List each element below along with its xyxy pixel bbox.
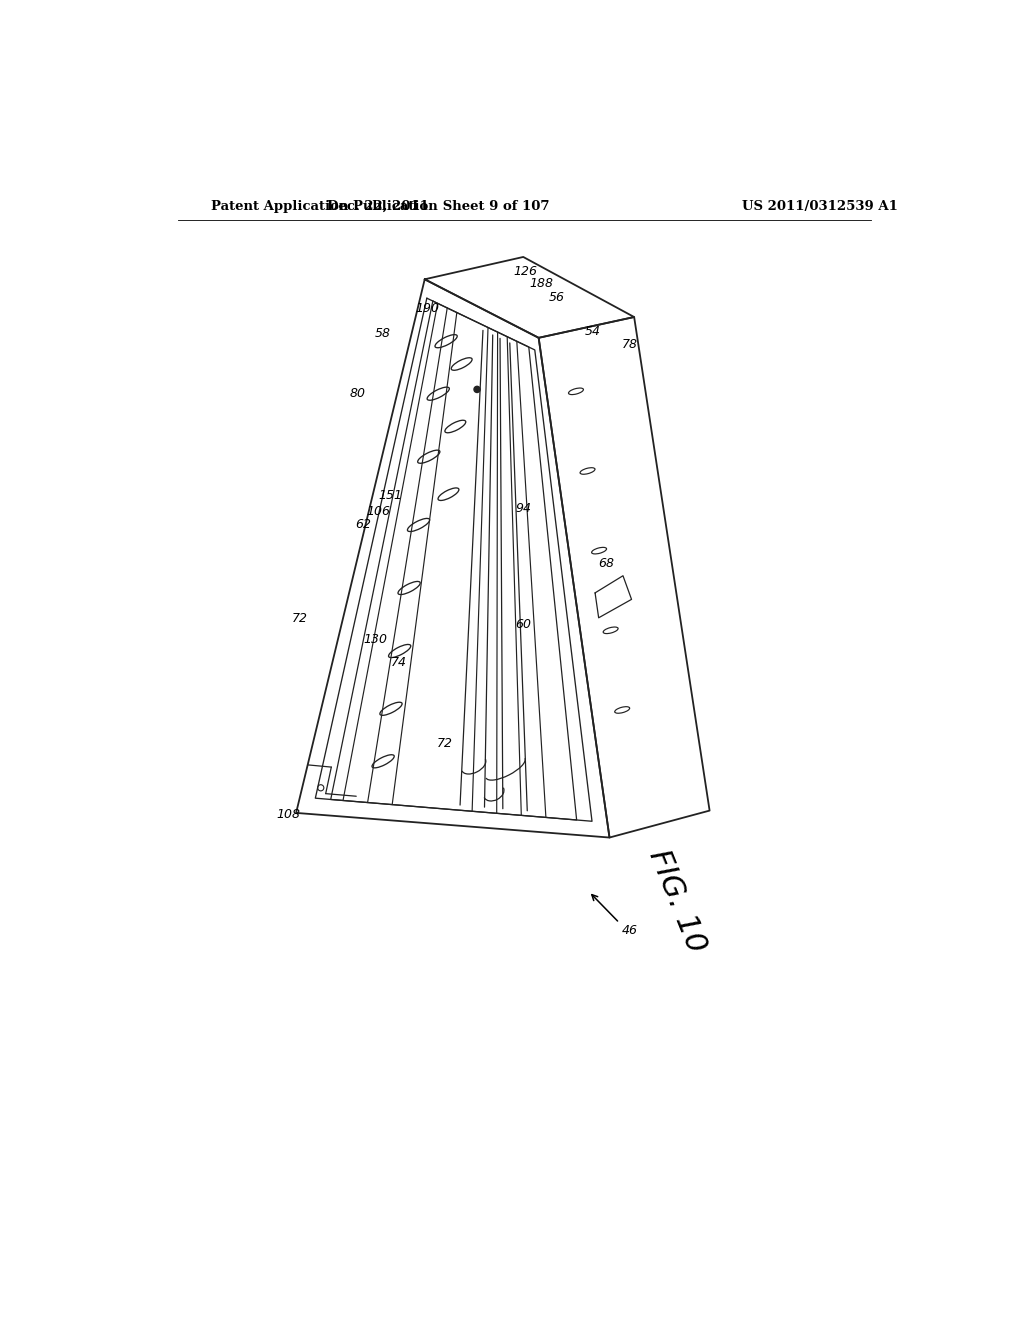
Text: Patent Application Publication: Patent Application Publication (211, 199, 438, 213)
Text: US 2011/0312539 A1: US 2011/0312539 A1 (741, 199, 898, 213)
Text: Dec. 22, 2011   Sheet 9 of 107: Dec. 22, 2011 Sheet 9 of 107 (328, 199, 550, 213)
Text: 72: 72 (436, 737, 453, 750)
Text: 46: 46 (622, 924, 638, 937)
Text: 190: 190 (415, 302, 439, 315)
Text: 108: 108 (276, 808, 300, 821)
Text: 54: 54 (585, 325, 600, 338)
Circle shape (474, 387, 480, 392)
Text: 74: 74 (390, 656, 407, 669)
Text: 62: 62 (355, 519, 371, 532)
Text: 106: 106 (367, 504, 390, 517)
Text: 58: 58 (375, 327, 391, 341)
Text: 68: 68 (598, 557, 614, 570)
Text: 126: 126 (514, 265, 538, 279)
Text: 72: 72 (292, 612, 308, 626)
Text: 60: 60 (515, 618, 531, 631)
Text: 56: 56 (549, 290, 564, 304)
Text: 94: 94 (515, 502, 531, 515)
Text: 188: 188 (529, 277, 553, 290)
Text: 80: 80 (350, 387, 366, 400)
Text: 151: 151 (379, 490, 402, 502)
Text: 130: 130 (364, 634, 387, 647)
Text: 78: 78 (622, 338, 638, 351)
Text: FIG. 10: FIG. 10 (643, 846, 711, 957)
